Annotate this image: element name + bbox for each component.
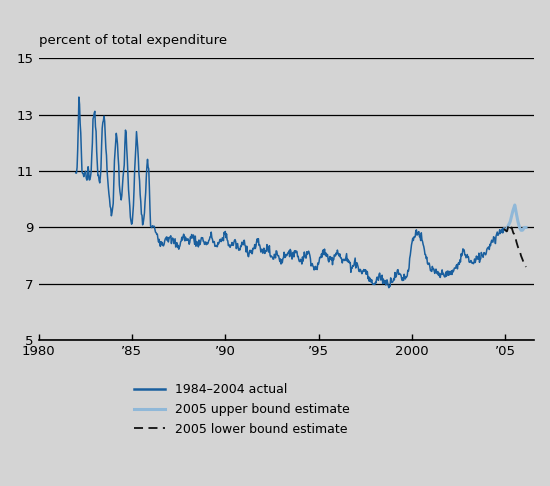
- Legend: 1984–2004 actual, 2005 upper bound estimate, 2005 lower bound estimate: 1984–2004 actual, 2005 upper bound estim…: [134, 383, 350, 436]
- Text: percent of total expenditure: percent of total expenditure: [39, 34, 227, 47]
